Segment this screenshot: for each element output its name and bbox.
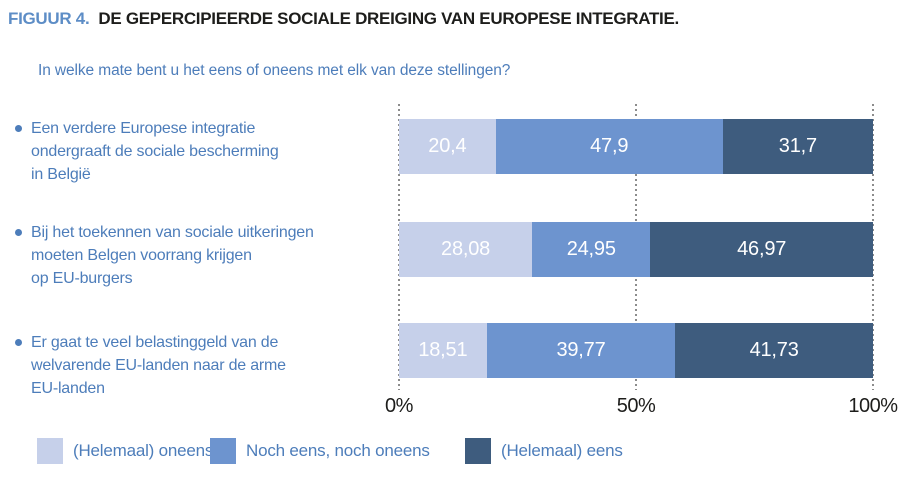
- legend-item-oneens: (Helemaal) oneens: [37, 438, 213, 464]
- bar-segment-noch-2: 24,95: [532, 222, 651, 277]
- value-label: 18,51: [418, 339, 468, 361]
- value-label: 46,97: [737, 238, 787, 260]
- value-label: 47,9: [590, 135, 629, 157]
- bar-segment-oneens-2: 28,08: [399, 222, 533, 277]
- category-label-3: Er gaat te veel belastinggeld van de wel…: [15, 331, 393, 400]
- figure-number-label: FIGUUR 4.: [8, 9, 90, 28]
- bar-segment-noch-3: 39,77: [486, 323, 676, 378]
- category-text-2: Bij het toekennen van sociale uitkeringe…: [31, 224, 314, 287]
- legend: (Helemaal) oneens Noch eens, noch oneens…: [0, 438, 900, 468]
- gridline-100pct: [872, 104, 874, 390]
- x-axis-tick-50: 50%: [616, 395, 656, 417]
- bar-segment-oneens-3: 18,51: [399, 323, 487, 378]
- bar-segment-eens-2: 46,97: [650, 222, 873, 277]
- bar-segment-eens-3: 41,73: [675, 323, 873, 378]
- value-label: 20,4: [428, 135, 467, 157]
- category-text-3: Er gaat te veel belastinggeld van de wel…: [31, 334, 286, 397]
- legend-swatch-noch: [210, 438, 236, 464]
- value-label: 39,77: [556, 339, 606, 361]
- legend-item-eens: (Helemaal) eens: [465, 438, 623, 464]
- bullet-icon: [15, 229, 22, 236]
- x-axis-tick-0: 0%: [385, 395, 413, 417]
- stacked-bar-1: 20,4 47,9 31,7: [399, 119, 873, 174]
- bar-segment-noch-1: 47,9: [495, 119, 723, 174]
- category-label-2: Bij het toekennen van sociale uitkeringe…: [15, 221, 393, 290]
- category-label-1: Een verdere Europese integratie ondergra…: [15, 117, 393, 186]
- legend-label-eens: (Helemaal) eens: [501, 441, 623, 460]
- stacked-bar-3: 18,51 39,77 41,73: [399, 323, 873, 378]
- survey-question: In welke mate bent u het eens of oneens …: [38, 62, 511, 79]
- stacked-bar-2: 28,08 24,95 46,97: [399, 222, 873, 277]
- legend-item-noch: Noch eens, noch oneens: [210, 438, 430, 464]
- bullet-icon: [15, 125, 22, 132]
- x-axis-tick-100: 100%: [848, 395, 898, 417]
- value-label: 41,73: [749, 339, 799, 361]
- value-label: 24,95: [566, 238, 616, 260]
- legend-swatch-oneens: [37, 438, 63, 464]
- bullet-icon: [15, 339, 22, 346]
- legend-swatch-eens: [465, 438, 491, 464]
- value-label: 28,08: [441, 238, 491, 260]
- legend-label-oneens: (Helemaal) oneens: [73, 441, 214, 460]
- legend-label-noch: Noch eens, noch oneens: [246, 441, 430, 460]
- figure-title-text: DE GEPERCIPIEERDE SOCIALE DREIGING VAN E…: [98, 9, 679, 28]
- figure-title: FIGUUR 4. DE GEPERCIPIEERDE SOCIALE DREIG…: [8, 9, 679, 29]
- value-label: 31,7: [778, 135, 817, 157]
- bar-segment-eens-1: 31,7: [722, 119, 873, 174]
- category-text-1: Een verdere Europese integratie ondergra…: [31, 120, 279, 183]
- bar-segment-oneens-1: 20,4: [399, 119, 496, 174]
